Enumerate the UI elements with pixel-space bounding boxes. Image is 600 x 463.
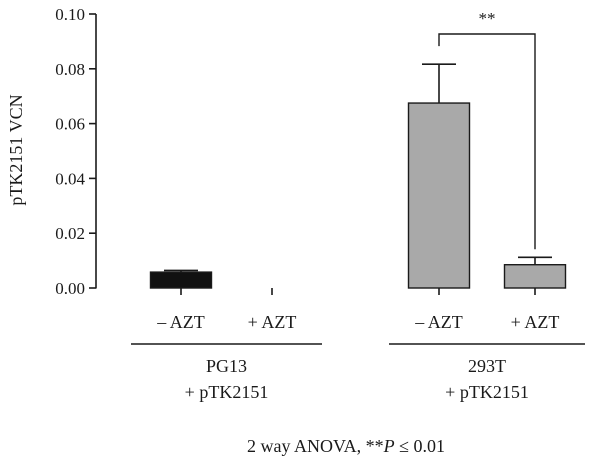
y-tick-label: 0.06	[55, 115, 85, 134]
bar	[503, 264, 567, 289]
group-label-line1: 293T	[468, 356, 506, 376]
group-labels: PG13 + pTK2151 293T + pTK2151	[131, 343, 585, 402]
x-category-label: – AZT	[414, 312, 463, 332]
footnote-suffix: ≤ 0.01	[395, 436, 445, 456]
y-ticks: 0.00 0.02 0.04 0.06 0.08 0.10	[55, 5, 96, 298]
group-label-line2: + pTK2151	[185, 382, 269, 402]
y-tick-label: 0.02	[55, 224, 85, 243]
footnote-prefix: 2 way ANOVA, **	[247, 436, 384, 456]
significance-label: **	[479, 9, 496, 28]
significance-line	[438, 33, 536, 250]
y-tick-label: 0.08	[55, 60, 85, 79]
y-tick-label: 0.00	[55, 279, 85, 298]
x-category-label: – AZT	[156, 312, 205, 332]
significance-bracket: **	[438, 9, 536, 250]
bars	[149, 102, 567, 289]
group-label-line1: PG13	[206, 356, 247, 376]
bar	[407, 102, 471, 289]
bar	[149, 271, 213, 289]
x-category-labels: – AZT + AZT – AZT + AZT	[156, 288, 559, 332]
group-label-line2: + pTK2151	[445, 382, 529, 402]
x-category-label: + AZT	[511, 312, 560, 332]
y-tick-label: 0.10	[55, 5, 85, 24]
y-axis-label: pTK2151 VCN	[6, 94, 26, 205]
error-bars	[164, 63, 552, 273]
footnote-italic: P	[383, 436, 395, 456]
x-category-label: + AZT	[248, 312, 297, 332]
footnote: 2 way ANOVA, **P ≤ 0.01	[247, 436, 445, 456]
y-tick-label: 0.04	[55, 169, 85, 188]
